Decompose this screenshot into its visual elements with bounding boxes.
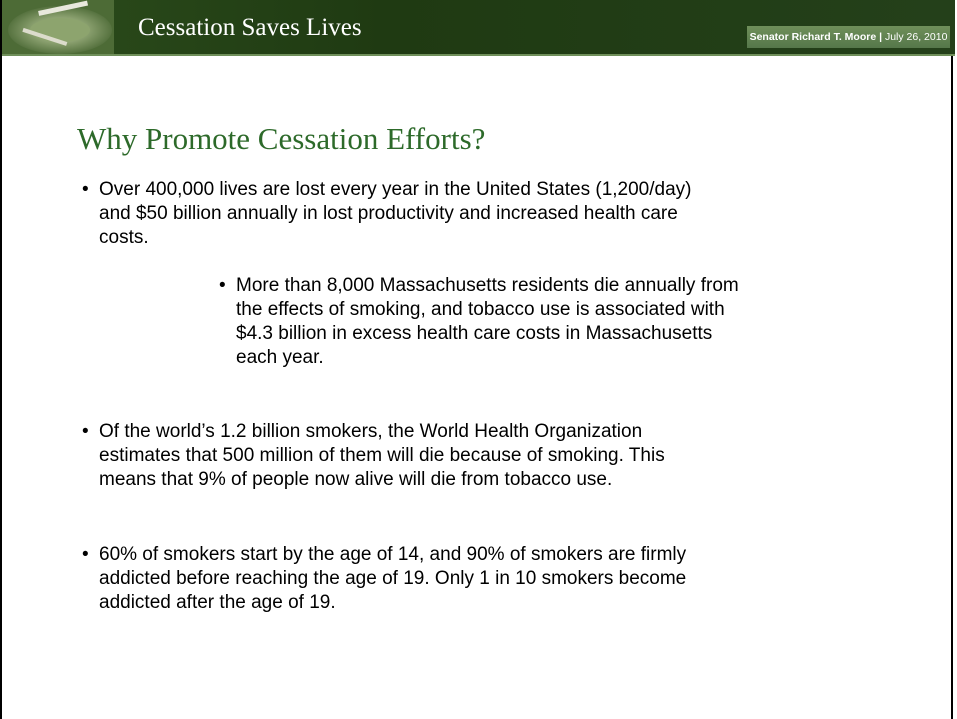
- bullet-text-line: More than 8,000 Massachusetts residents …: [236, 274, 739, 298]
- logo-image: [2, 0, 114, 54]
- presenter: Senator Richard T. Moore |: [750, 31, 882, 43]
- slide-heading: Why Promote Cessation Efforts?: [77, 121, 485, 157]
- bullet-item: •More than 8,000 Massachusetts residents…: [236, 274, 739, 370]
- bullet-marker: •: [82, 543, 89, 567]
- bullet-text-line: addicted before reaching the age of 19. …: [99, 567, 686, 591]
- presenter-badge: Senator Richard T. Moore | July 26, 2010: [747, 26, 950, 48]
- bullet-text-line: Over 400,000 lives are lost every year i…: [99, 178, 691, 202]
- header-title: Cessation Saves Lives: [138, 14, 362, 42]
- bullet-item: •Of the world’s 1.2 billion smokers, the…: [99, 420, 665, 492]
- bullet-marker: •: [82, 178, 89, 202]
- bullet-text-line: each year.: [236, 346, 739, 370]
- bullet-text-line: Of the world’s 1.2 billion smokers, the …: [99, 420, 665, 444]
- bullet-item: •Over 400,000 lives are lost every year …: [99, 178, 691, 250]
- bullet-text-line: 60% of smokers start by the age of 14, a…: [99, 543, 686, 567]
- slide: Cessation Saves Lives Senator Richard T.…: [0, 0, 953, 719]
- bullet-text-line: costs.: [99, 226, 691, 250]
- bullet-text-line: $4.3 billion in excess health care costs…: [236, 322, 739, 346]
- bullet-text-line: means that 9% of people now alive will d…: [99, 468, 665, 492]
- bullet-marker: •: [82, 420, 89, 444]
- bullet-text-line: estimates that 500 million of them will …: [99, 444, 665, 468]
- date: July 26, 2010: [885, 31, 947, 43]
- header-bar: Cessation Saves Lives Senator Richard T.…: [2, 0, 955, 56]
- bullet-text-line: the effects of smoking, and tobacco use …: [236, 298, 739, 322]
- page: Cessation Saves Lives Senator Richard T.…: [0, 0, 957, 719]
- bullet-text-line: and $50 billion annually in lost product…: [99, 202, 691, 226]
- bullet-item: •60% of smokers start by the age of 14, …: [99, 543, 686, 615]
- bullet-text-line: addicted after the age of 19.: [99, 591, 686, 615]
- bullet-marker: •: [219, 274, 226, 298]
